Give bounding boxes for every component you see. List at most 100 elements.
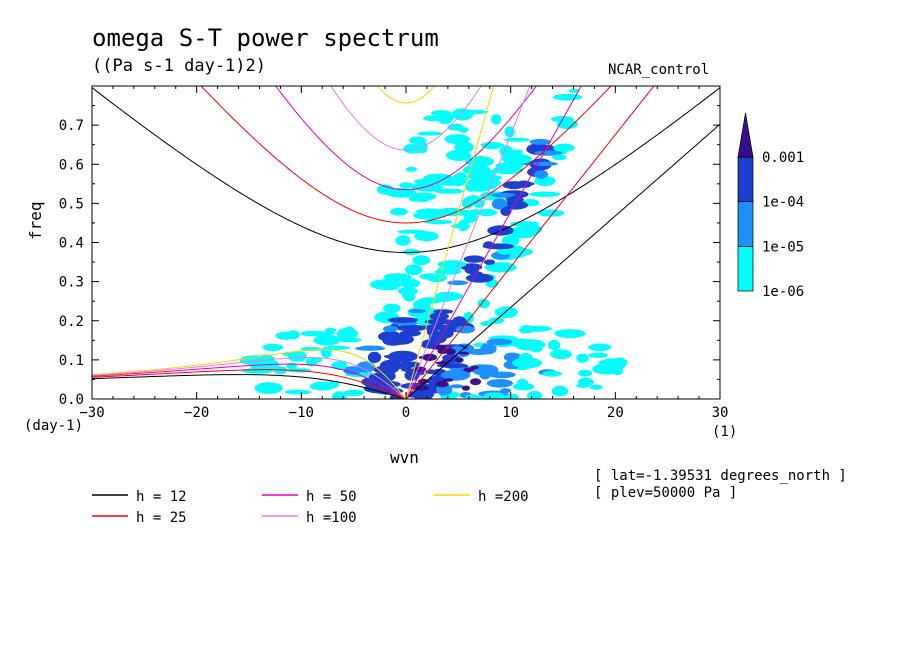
power-contour: [451, 316, 467, 329]
power-contour: [399, 360, 412, 372]
power-contour: [388, 356, 405, 361]
kelvin-curve: [405, 86, 531, 399]
power-contour: [500, 207, 512, 216]
power-contour: [416, 140, 428, 152]
power-contour: [489, 317, 505, 324]
power-contour: [405, 264, 423, 276]
power-contour: [520, 325, 533, 331]
power-contour: [576, 353, 589, 363]
power-contour: [497, 248, 512, 255]
power-contour: [477, 208, 498, 217]
power-contour: [397, 229, 427, 234]
power-contour: [465, 156, 494, 168]
power-contour: [412, 255, 430, 266]
legend-label: h =200: [478, 489, 529, 505]
power-contour: [483, 392, 505, 399]
power-contour: [527, 390, 543, 399]
power-contour: [494, 306, 518, 319]
x-axis-label: wvn: [390, 448, 419, 467]
power-contours: [239, 88, 628, 399]
power-contour: [310, 357, 323, 363]
legend-label: h = 12: [136, 489, 187, 505]
pressure-level-annotation: [ plev=50000 Pa ]: [594, 485, 738, 501]
power-contour: [512, 181, 535, 186]
power-contour: [480, 142, 505, 147]
power-contour: [486, 338, 512, 346]
power-contour: [254, 382, 283, 394]
kelvin-curve: [405, 86, 655, 399]
power-contour: [529, 138, 551, 145]
power-contour: [433, 188, 464, 194]
x-tick-label: 10: [502, 405, 519, 421]
colorbar-label: 0.001: [762, 150, 804, 166]
power-contour: [547, 339, 561, 351]
dataset-label: NCAR_control: [608, 62, 710, 78]
power-contour: [463, 211, 478, 223]
power-contour: [554, 329, 586, 339]
x-tick-label: 20: [607, 405, 624, 421]
power-contour: [504, 137, 530, 142]
power-contour: [356, 361, 376, 373]
power-contour: [450, 384, 464, 389]
rossby-curve: [92, 349, 407, 399]
kelvin-curve: [405, 123, 720, 399]
power-contour-max: [470, 365, 479, 370]
power-contour: [408, 308, 426, 314]
power-contour: [385, 285, 398, 291]
power-contour: [491, 192, 516, 198]
power-contour-max: [445, 348, 456, 355]
power-contour: [399, 330, 422, 337]
power-contour: [576, 383, 590, 388]
colorbar-segment: [737, 156, 754, 203]
power-contour: [383, 303, 401, 313]
y-tick-label: 0.0: [59, 392, 84, 408]
axis-ticks: −30 −20 −10 0 10 20 30 0.0 0.1 0.2 0.3 0.4 0.5 0.6 0.7: [59, 86, 729, 421]
power-contour: [504, 126, 515, 138]
power-contour: [534, 170, 549, 179]
power-contour: [510, 221, 540, 227]
colorbar-segment: [737, 201, 754, 247]
power-contour: [518, 352, 533, 364]
power-contour: [532, 161, 558, 166]
power-contour: [379, 359, 402, 372]
gravity-curve: [376, 86, 436, 104]
power-contour: [513, 382, 534, 391]
chart-units: ((Pa s-1 day-1)2): [92, 56, 266, 76]
power-contour: [332, 391, 347, 399]
power-contour: [504, 247, 533, 256]
power-contour: [325, 327, 337, 333]
power-contour: [530, 346, 543, 353]
power-contour: [542, 370, 562, 377]
power-contour: [417, 131, 443, 136]
power-contour: [455, 325, 476, 334]
power-contour: [509, 149, 523, 155]
power-contour: [343, 389, 365, 397]
power-contour: [423, 115, 443, 122]
power-contour: [300, 330, 324, 337]
power-contour: [553, 143, 575, 152]
power-contour: [501, 153, 532, 165]
power-contour: [529, 191, 561, 197]
colorbar-label: 1e-05: [762, 239, 804, 255]
power-contour: [519, 224, 543, 236]
power-contour: [336, 327, 358, 340]
power-contour: [441, 369, 471, 381]
power-contour: [359, 345, 384, 350]
power-contour: [398, 287, 418, 296]
x-tick-label: 30: [712, 405, 729, 421]
gravity-curve: [92, 87, 720, 253]
power-contour: [444, 134, 471, 145]
power-contour: [588, 352, 608, 358]
power-contour: [382, 370, 396, 382]
power-contour: [578, 369, 593, 377]
y-tick-label: 0.7: [59, 118, 84, 134]
power-contour: [418, 297, 444, 304]
power-contour: [477, 298, 490, 309]
x-tick-label: −30: [79, 405, 104, 421]
legend-label: h = 25: [136, 510, 187, 526]
y-tick-label: 0.1: [59, 353, 84, 369]
power-contour: [382, 336, 404, 346]
power-contour: [422, 173, 455, 185]
power-contour: [551, 385, 569, 397]
power-contour: [367, 351, 382, 363]
